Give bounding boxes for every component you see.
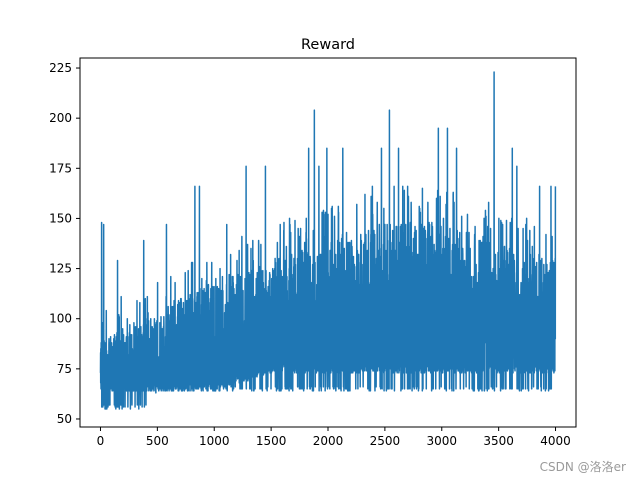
watermark-text: CSDN @洛洛er bbox=[539, 460, 626, 474]
y-tick-label: 50 bbox=[57, 412, 72, 426]
x-tick-label: 2500 bbox=[370, 434, 401, 448]
y-tick-label: 125 bbox=[49, 262, 72, 276]
y-tick-label: 225 bbox=[49, 61, 72, 75]
plot-frame bbox=[79, 57, 577, 428]
x-tick-label: 1500 bbox=[256, 434, 287, 448]
chart-title: Reward bbox=[301, 37, 355, 53]
x-tick-label: 0 bbox=[97, 434, 105, 448]
x-tick-label: 4000 bbox=[540, 434, 571, 448]
y-tick-label: 200 bbox=[49, 111, 72, 125]
series-layer bbox=[99, 71, 557, 410]
x-tick-label: 3000 bbox=[426, 434, 457, 448]
x-tick-label: 3500 bbox=[483, 434, 514, 448]
x-axis-ticks: 0 500 1000 1500 2000 2500 3000 3500 4000 bbox=[97, 427, 571, 448]
x-tick-label: 500 bbox=[146, 434, 169, 448]
reward-series-line bbox=[99, 71, 557, 410]
y-tick-label: 150 bbox=[49, 211, 72, 225]
y-tick-label: 75 bbox=[57, 362, 72, 376]
y-axis-ticks: 50 75 100 125 150 175 200 225 bbox=[49, 61, 80, 426]
y-tick-label: 100 bbox=[49, 312, 72, 326]
x-tick-label: 2000 bbox=[313, 434, 344, 448]
y-tick-label: 175 bbox=[49, 161, 72, 175]
x-tick-label: 1000 bbox=[199, 434, 230, 448]
